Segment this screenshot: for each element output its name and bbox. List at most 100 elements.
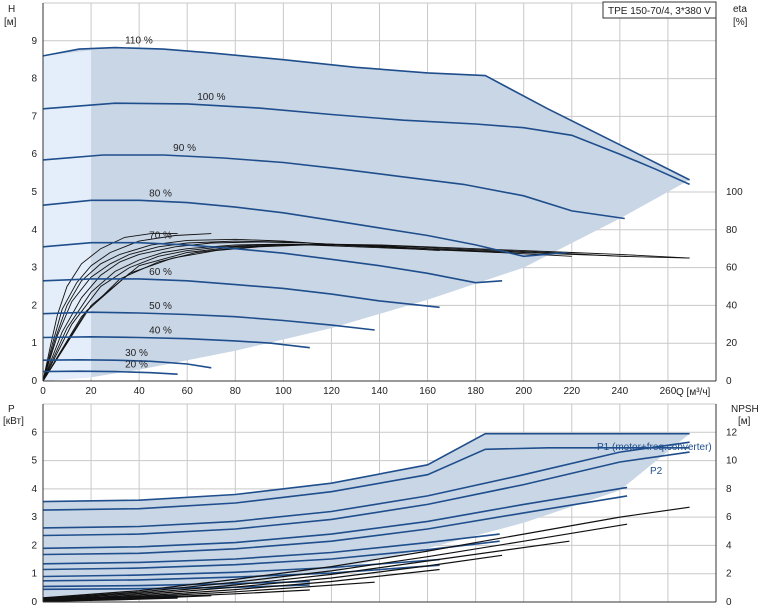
speed-curve-label: 60 % [149, 267, 172, 278]
speed-curve-label: 40 % [149, 326, 172, 337]
flow-tick-label: 180 [467, 386, 484, 397]
speed-curve-label: 50 % [149, 301, 172, 312]
p1-curve-1 [42, 432, 690, 503]
eta-tick-label: 40 [726, 300, 738, 311]
p2-curve-5 [42, 564, 440, 582]
efficiency-curve-7 [42, 240, 375, 382]
head-tick-label: 2 [31, 300, 37, 311]
flow-tick-label: 140 [371, 386, 388, 397]
speed-curve-90 [42, 154, 625, 220]
npsh-axis-unit: [м] [738, 416, 751, 427]
eta-tick-label: 60 [726, 263, 738, 274]
speed-curve-110 [42, 46, 690, 181]
power-axis-unit: [кВт] [3, 416, 24, 427]
flow-tick-label: 40 [134, 386, 146, 397]
speed-curve-label: 20 % [125, 360, 148, 371]
head-axis-unit: [м] [4, 17, 17, 28]
power-tick-label: 2 [31, 540, 37, 551]
head-tick-label: 4 [31, 225, 37, 236]
speed-curve-label: 80 % [149, 188, 172, 199]
p1-legend: P1 (motor+freq.converter) [597, 442, 712, 453]
eta-tick-label: 80 [726, 225, 738, 236]
efficiency-curve-8 [42, 238, 310, 382]
flow-tick-label: 260 [660, 386, 677, 397]
p2-curve-1 [42, 447, 690, 511]
flow-tick-label: 100 [275, 386, 292, 397]
flow-tick-label: 0 [40, 386, 46, 397]
speed-curve-label: 30 % [125, 348, 148, 359]
flow-axis-label: Q [м³/ч] [676, 387, 711, 398]
head-operating-area-shape [43, 47, 690, 381]
p1-curve-4 [42, 533, 500, 565]
flow-tick-label: 200 [515, 386, 532, 397]
npsh-tick-label: 8 [726, 484, 732, 495]
efficiency-curve-10 [42, 233, 178, 382]
p1-curve-3 [42, 486, 628, 550]
speed-curve-30 [42, 358, 212, 369]
npsh-tick-label: 10 [726, 456, 738, 467]
speed-curve-label: 70 % [149, 231, 172, 242]
npsh-curve-9 [42, 597, 178, 602]
p1-curve-5 [42, 558, 440, 578]
head-axis-label: H [8, 4, 15, 15]
power-tick-label: 1 [31, 569, 37, 580]
p2-curve-2 [42, 451, 690, 537]
speed-curve-20 [42, 370, 178, 375]
efficiency-curve-4 [42, 244, 572, 382]
head-tick-label: 8 [31, 74, 37, 85]
title-box [602, 1, 717, 19]
flow-tick-label: 80 [230, 386, 242, 397]
power-tick-label: 3 [31, 512, 37, 523]
head-tick-label: 3 [31, 263, 37, 274]
speed-curve-70 [42, 241, 503, 284]
head-tick-label: 6 [31, 149, 37, 160]
npsh-curve-3 [42, 540, 570, 600]
npsh-tick-label: 4 [726, 540, 732, 551]
head-tick-label: 9 [31, 36, 37, 47]
npsh-curve-1 [42, 506, 690, 599]
p2-curve-4 [42, 540, 500, 571]
head-tick-label: 0 [31, 376, 37, 387]
speed-curve-100 [42, 102, 690, 186]
head-operating-area [43, 47, 690, 382]
npsh-curve-2 [42, 523, 628, 600]
title-box-text: TPE 150-70/4, 3*380 V [608, 6, 711, 17]
head-curves: 110 % 100 % 90 % 80 % 70 % 60 % 50 % 40 %30 %20… [42, 36, 690, 382]
npsh-curve-7 [42, 589, 310, 602]
speed-curve-40 [42, 335, 310, 349]
p1-curve-2 [42, 441, 690, 529]
head-tick-label: 1 [31, 338, 37, 349]
speed-curve-label: 100 % [197, 92, 225, 103]
npsh-axis-label: NPSH [731, 404, 759, 415]
speed-curve-label: 90 % [173, 143, 196, 154]
eta-tick-label: 100 [726, 187, 743, 198]
eta-tick-label: 0 [726, 376, 732, 387]
flow-tick-label: 60 [182, 386, 194, 397]
power-curves [42, 432, 690, 602]
npsh-tick-label: 0 [726, 597, 732, 608]
npsh-curve-4 [42, 554, 503, 601]
flow-tick-label: 20 [86, 386, 98, 397]
power-tick-label: 6 [31, 427, 37, 438]
head-tick-label: 7 [31, 111, 37, 122]
eta-tick-label: 20 [726, 338, 738, 349]
eta-axis-label: eta [733, 4, 747, 15]
power-tick-label: 4 [31, 484, 37, 495]
flow-tick-label: 160 [419, 386, 436, 397]
npsh-curve-5 [42, 568, 440, 601]
npsh-curve-6 [42, 581, 375, 602]
axes: 0 20 40 60 80 100 120 140 160 180 200 220 240 2600123… [31, 3, 743, 608]
power-tick-label: 5 [31, 456, 37, 467]
speed-curve-80 [42, 199, 568, 258]
eta-axis-unit: [%] [733, 17, 748, 28]
power-axis-label: P [8, 404, 15, 415]
efficiency-curve-9 [42, 233, 212, 382]
p2-legend: P2 [650, 466, 663, 477]
p2-curve-3 [42, 495, 628, 556]
speed-curve-label: 110 % [125, 36, 153, 47]
power-tick-label: 0 [31, 597, 37, 608]
speed-curve-50 [42, 311, 375, 331]
flow-tick-label: 120 [323, 386, 340, 397]
